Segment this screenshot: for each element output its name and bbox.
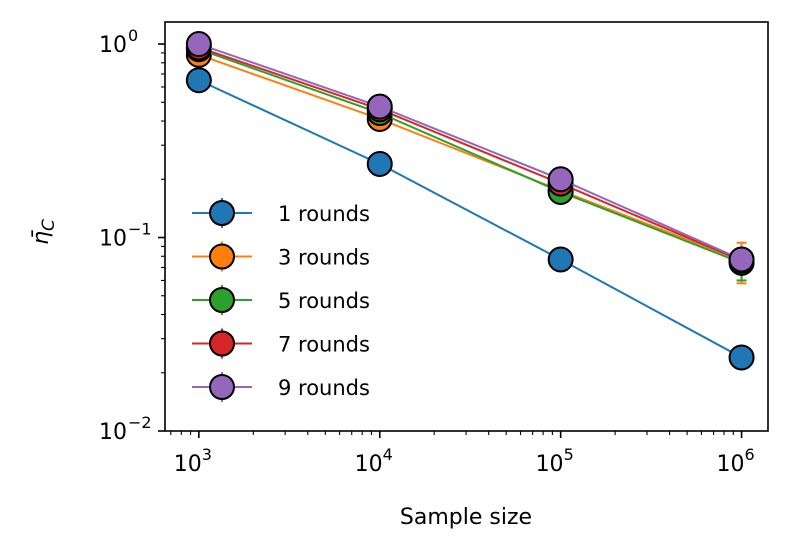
series-line — [198, 43, 742, 261]
y-axis-label: η̄C — [29, 219, 59, 245]
x-tick-label: 105 — [536, 445, 574, 477]
series-5 — [185, 31, 755, 273]
legend-marker — [209, 243, 235, 270]
data-point — [728, 344, 755, 371]
data-point — [728, 246, 755, 273]
y-tick-label: 10−2 — [99, 413, 152, 445]
legend-label: 5 rounds — [278, 289, 370, 313]
legend-item: 1 rounds — [192, 198, 370, 228]
y-tick-label: 100 — [99, 26, 138, 58]
legend-label: 3 rounds — [278, 246, 370, 270]
series-line — [198, 46, 742, 262]
legend-item: 7 rounds — [192, 328, 370, 359]
legend-label: 1 rounds — [278, 202, 370, 226]
data-point — [366, 93, 393, 120]
y-tick-label: 10−1 — [99, 220, 152, 252]
legend-marker — [209, 374, 235, 400]
legend: 1 rounds 3 rounds 5 rounds 7 rounds 9 rounds — [192, 198, 370, 402]
legend-item: 3 rounds — [192, 241, 370, 272]
legend-label: 9 rounds — [278, 376, 370, 400]
series-1 — [185, 67, 755, 371]
data-point — [185, 67, 212, 94]
svg-text:η̄C: η̄C — [29, 219, 59, 245]
series-line — [198, 48, 742, 264]
x-tick-label: 106 — [716, 445, 754, 477]
data-point — [185, 31, 212, 58]
data-point — [366, 150, 393, 177]
series-line — [198, 53, 742, 262]
data-point — [547, 246, 574, 273]
legend-marker — [209, 287, 235, 313]
series-line — [198, 79, 743, 359]
legend-label: 7 rounds — [278, 333, 370, 357]
legend-item: 5 rounds — [192, 285, 370, 315]
legend-marker — [209, 200, 235, 226]
data-point — [547, 166, 574, 193]
x-tick-label: 104 — [355, 445, 393, 477]
legend-marker — [209, 330, 235, 357]
x-tick-label: 103 — [174, 445, 212, 477]
legend-item: 9 rounds — [192, 372, 370, 402]
x-axis-label: Sample size — [400, 505, 532, 530]
